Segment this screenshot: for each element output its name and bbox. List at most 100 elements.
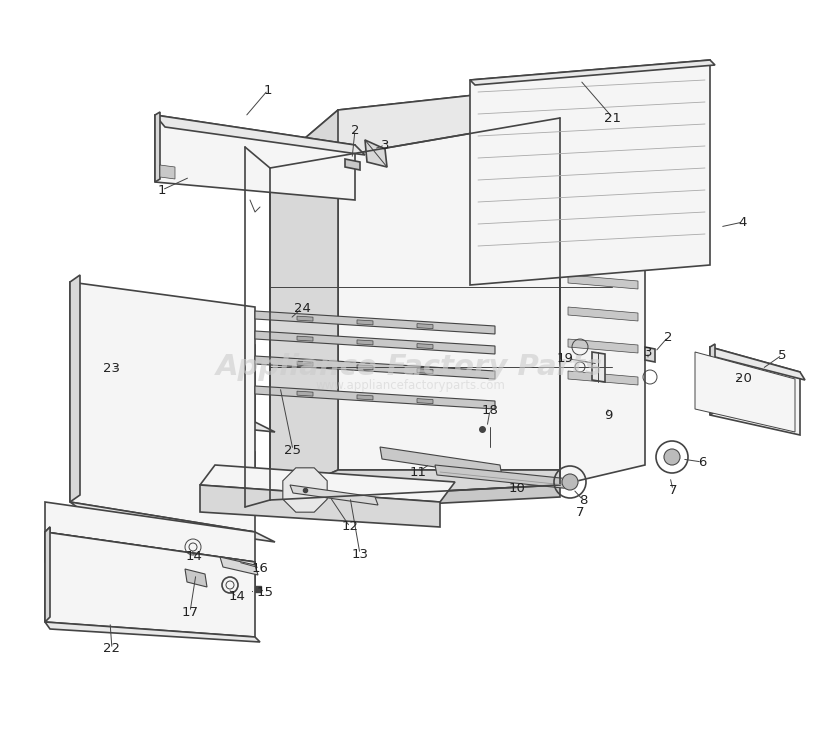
- Text: 10: 10: [509, 483, 525, 495]
- Circle shape: [562, 474, 578, 490]
- Polygon shape: [290, 485, 378, 505]
- Polygon shape: [357, 365, 373, 370]
- Polygon shape: [297, 316, 313, 321]
- Polygon shape: [568, 307, 638, 321]
- Polygon shape: [45, 532, 255, 592]
- Polygon shape: [200, 485, 440, 527]
- Polygon shape: [45, 532, 255, 637]
- Polygon shape: [85, 322, 250, 415]
- Polygon shape: [70, 282, 255, 532]
- Polygon shape: [70, 275, 80, 502]
- Text: Appliance Factory Parts: Appliance Factory Parts: [216, 353, 603, 381]
- Polygon shape: [220, 557, 258, 575]
- Polygon shape: [75, 469, 260, 489]
- Text: 1: 1: [263, 83, 272, 97]
- Text: 24: 24: [294, 301, 310, 315]
- Text: 13: 13: [351, 548, 369, 561]
- Polygon shape: [710, 347, 805, 380]
- Polygon shape: [297, 361, 313, 366]
- Polygon shape: [160, 165, 175, 179]
- Text: 2: 2: [351, 124, 360, 136]
- Polygon shape: [185, 569, 207, 587]
- Polygon shape: [200, 465, 455, 502]
- Text: 11: 11: [410, 466, 426, 478]
- Text: 3: 3: [381, 139, 389, 152]
- Polygon shape: [255, 386, 495, 409]
- Text: 23: 23: [104, 362, 120, 374]
- Text: 1: 1: [158, 184, 166, 197]
- Polygon shape: [357, 320, 373, 325]
- Polygon shape: [470, 60, 715, 85]
- Polygon shape: [75, 422, 255, 482]
- Polygon shape: [297, 391, 313, 396]
- Polygon shape: [45, 527, 50, 562]
- Polygon shape: [297, 336, 313, 341]
- Text: 16: 16: [252, 562, 268, 575]
- Polygon shape: [568, 371, 638, 385]
- Polygon shape: [435, 465, 572, 489]
- Polygon shape: [568, 179, 638, 193]
- Polygon shape: [560, 80, 612, 485]
- Text: 12: 12: [342, 520, 359, 534]
- Text: 20: 20: [735, 371, 751, 385]
- Text: 4: 4: [739, 215, 747, 228]
- Polygon shape: [417, 399, 433, 404]
- Polygon shape: [560, 118, 645, 485]
- Text: 21: 21: [605, 111, 621, 125]
- Polygon shape: [470, 60, 710, 285]
- Text: 18: 18: [481, 403, 499, 416]
- Polygon shape: [710, 347, 800, 435]
- Text: 25: 25: [285, 444, 301, 456]
- Polygon shape: [255, 311, 495, 334]
- Text: 19: 19: [556, 352, 574, 365]
- Polygon shape: [45, 622, 260, 642]
- Text: 3: 3: [644, 346, 653, 358]
- Polygon shape: [345, 159, 360, 170]
- Polygon shape: [417, 343, 433, 349]
- Polygon shape: [568, 147, 638, 161]
- Polygon shape: [710, 344, 715, 415]
- Polygon shape: [338, 80, 612, 470]
- Text: 14: 14: [185, 551, 202, 564]
- Polygon shape: [357, 340, 373, 345]
- Polygon shape: [270, 485, 560, 512]
- Polygon shape: [70, 502, 275, 542]
- Text: 22: 22: [104, 643, 120, 655]
- Text: 2: 2: [664, 330, 672, 343]
- Polygon shape: [357, 395, 373, 400]
- Text: 8: 8: [579, 494, 587, 506]
- Polygon shape: [155, 115, 355, 200]
- Polygon shape: [75, 399, 275, 432]
- Polygon shape: [380, 447, 502, 477]
- Text: www.appliancefactoryparts.com: www.appliancefactoryparts.com: [315, 379, 505, 391]
- Text: 7: 7: [576, 506, 584, 519]
- Polygon shape: [270, 110, 338, 500]
- Polygon shape: [75, 315, 255, 422]
- Polygon shape: [270, 470, 612, 500]
- Polygon shape: [695, 352, 795, 432]
- Polygon shape: [155, 115, 365, 155]
- Polygon shape: [645, 347, 655, 362]
- Polygon shape: [568, 275, 638, 289]
- Polygon shape: [255, 356, 495, 379]
- Text: 7: 7: [669, 483, 677, 497]
- Polygon shape: [45, 502, 255, 562]
- Polygon shape: [270, 80, 612, 168]
- Text: 5: 5: [778, 349, 786, 362]
- Polygon shape: [560, 118, 648, 130]
- Text: 17: 17: [182, 606, 198, 618]
- Polygon shape: [155, 112, 160, 182]
- Polygon shape: [365, 140, 387, 167]
- Polygon shape: [283, 468, 328, 512]
- Circle shape: [664, 449, 680, 465]
- Text: 6: 6: [698, 455, 706, 469]
- Polygon shape: [568, 211, 638, 225]
- Polygon shape: [568, 243, 638, 257]
- Polygon shape: [417, 324, 433, 329]
- Polygon shape: [568, 339, 638, 353]
- Polygon shape: [45, 527, 50, 622]
- Polygon shape: [592, 352, 605, 382]
- Polygon shape: [255, 331, 495, 354]
- Text: 9: 9: [604, 408, 612, 422]
- Polygon shape: [75, 315, 95, 414]
